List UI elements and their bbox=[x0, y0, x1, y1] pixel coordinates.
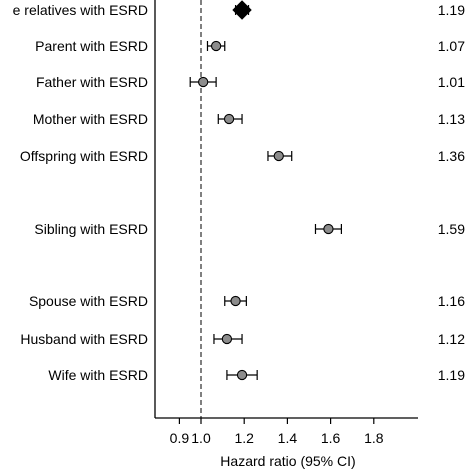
hr-value: 1.16 bbox=[438, 293, 465, 309]
hr-value: 1.07 bbox=[438, 38, 465, 54]
row-label: Father with ESRD bbox=[36, 74, 148, 90]
plot-axes bbox=[154, 0, 418, 419]
forest-row: Husband with ESRD 1.12 bbox=[20, 331, 465, 347]
forest-row: Spouse with ESRD 1.16 bbox=[29, 293, 465, 309]
row-label: Spouse with ESRD bbox=[29, 293, 148, 309]
row-label: Offspring with ESRD bbox=[20, 148, 148, 164]
forest-row: Offspring with ESRD 1.36 bbox=[20, 148, 465, 164]
x-tick-label: 1.2 bbox=[234, 430, 254, 446]
hr-value: 1.12 bbox=[438, 331, 465, 347]
forest-row: Wife with ESRD 1.19 bbox=[48, 367, 465, 383]
hr-diamond-marker bbox=[232, 0, 252, 20]
row-label: Parent with ESRD bbox=[35, 38, 148, 54]
hr-value: 1.19 bbox=[438, 2, 465, 18]
forest-row: e relatives with ESRD 1.19 bbox=[13, 0, 465, 20]
hr-value: 1.01 bbox=[438, 74, 465, 90]
x-tick-label: 1.0 bbox=[191, 430, 211, 446]
row-label: Husband with ESRD bbox=[20, 331, 148, 347]
hr-value: 1.36 bbox=[438, 148, 465, 164]
row-label: Sibling with ESRD bbox=[34, 221, 148, 237]
row-label: e relatives with ESRD bbox=[13, 2, 148, 18]
forest-row: Father with ESRD 1.01 bbox=[36, 74, 465, 90]
hr-point-marker bbox=[221, 333, 233, 345]
row-label: Wife with ESRD bbox=[48, 367, 148, 383]
x-axis-ticks: 0.9 1.0 1.2 1.4 1.6 1.8 bbox=[170, 418, 384, 446]
hr-value: 1.13 bbox=[438, 111, 465, 127]
hr-value: 1.19 bbox=[438, 367, 465, 383]
hr-point-marker bbox=[210, 40, 222, 52]
hr-point-marker bbox=[273, 150, 284, 162]
hr-point-marker bbox=[198, 76, 209, 88]
hr-value: 1.59 bbox=[438, 221, 465, 237]
hr-point-marker bbox=[323, 223, 334, 235]
hr-point-marker bbox=[223, 113, 235, 125]
row-label: Mother with ESRD bbox=[33, 111, 148, 127]
x-axis-label: Hazard ratio (95% CI) bbox=[220, 453, 355, 469]
x-tick-label: 1.6 bbox=[321, 430, 341, 446]
x-tick-label: 1.4 bbox=[278, 430, 298, 446]
hr-point-marker bbox=[230, 295, 241, 307]
forest-row: Parent with ESRD 1.07 bbox=[35, 38, 465, 54]
forest-rows: e relatives with ESRD 1.19 Parent with ESR… bbox=[13, 0, 465, 383]
hr-point-marker bbox=[236, 369, 248, 381]
x-tick-label: 0.9 bbox=[170, 430, 190, 446]
forest-row: Sibling with ESRD 1.59 bbox=[34, 221, 465, 237]
x-tick-label: 1.8 bbox=[364, 430, 384, 446]
forest-row: Mother with ESRD 1.13 bbox=[33, 111, 465, 127]
